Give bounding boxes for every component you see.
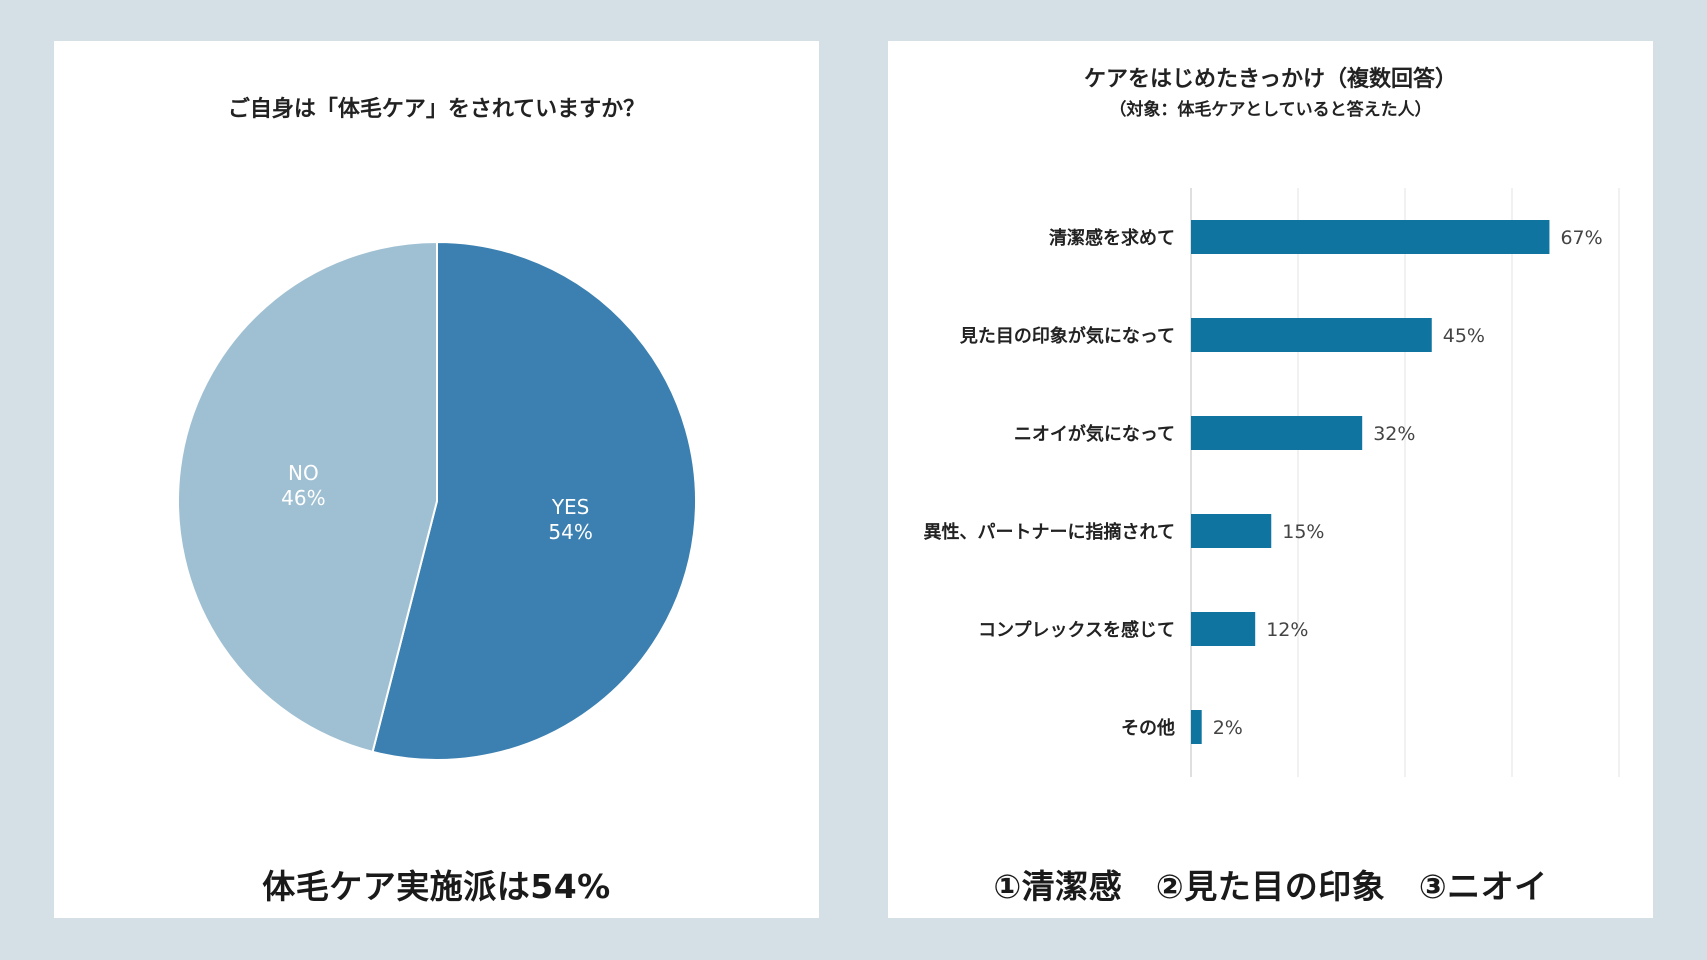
category-label: 異性、パートナーに指摘されて [924,521,1175,543]
bar-chart: 清潔感を求めて 67% 見た目の印象が気になって 45% ニオイが気になって 32% 異性、… [924,188,1620,777]
pie-slice-label-yes: YES [551,495,590,519]
value-label: 2% [1213,717,1243,739]
category-label: その他 [1121,717,1175,739]
bar-3 [1191,514,1272,548]
bar-chart-subtitle: （対象：体毛ケアとしていると答えた人） [1109,100,1432,120]
category-label: コンプレックスを感じて [978,619,1175,641]
pie-slice-value-no: 46% [281,486,325,510]
pie-chart-title: ご自身は「体毛ケア」をされていますか？ [227,97,646,122]
pie-chart-panel: ご自身は「体毛ケア」をされていますか？ YES 54% NO 46% 体毛ケア実施派は… [54,41,819,918]
bar-4 [1191,612,1256,646]
category-label: ニオイが気になって [1014,423,1175,445]
pie-slice-yes [371,240,697,761]
category-label: 見た目の印象が気になって [959,325,1175,347]
bar-chart-caption: ①清潔感 ②見た目の印象 ③ニオイ [993,867,1548,906]
bar-0 [1191,220,1550,254]
category-label: 清潔感を求めて [1049,227,1175,249]
bar-chart-panel: ケアをはじめたきっかけ（複数回答） （対象：体毛ケアとしていると答えた人） 清潔… [888,41,1653,918]
pie-slice-no [177,240,438,754]
bar-1 [1191,318,1432,352]
value-label: 12% [1266,619,1308,641]
bar-2 [1191,416,1363,450]
value-label: 45% [1443,325,1485,347]
value-label: 67% [1560,227,1602,249]
bar-chart-title: ケアをはじめたきっかけ（複数回答） [1083,67,1458,92]
pie-slice-value-yes: 54% [548,520,592,544]
bar-5 [1191,710,1202,744]
value-label: 15% [1282,521,1324,543]
pie-chart-caption: 体毛ケア実施派は54% [262,867,611,906]
pie-slice-label-no: NO [288,461,319,485]
value-label: 32% [1373,423,1415,445]
